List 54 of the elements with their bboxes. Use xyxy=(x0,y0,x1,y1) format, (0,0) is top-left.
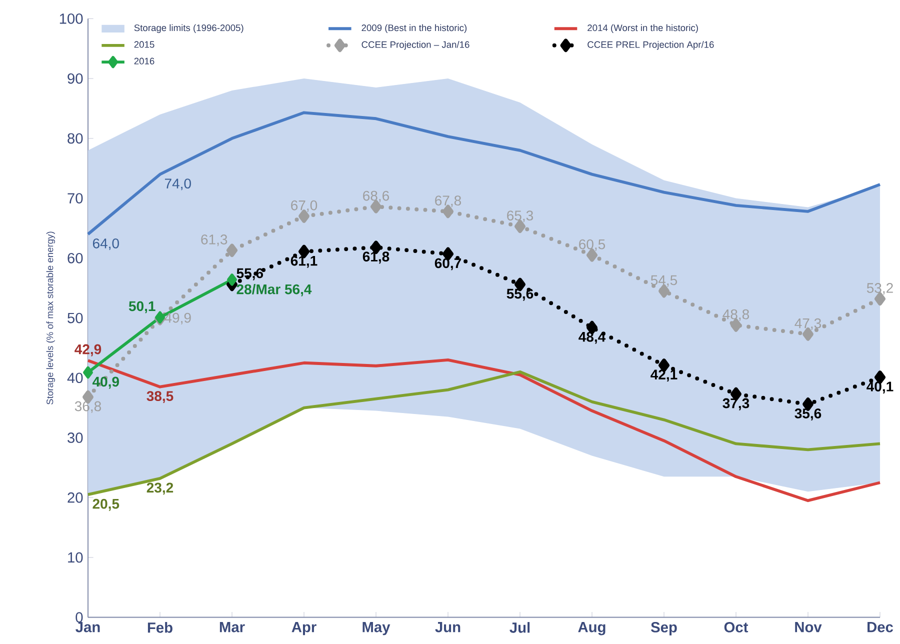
data-label: 40,1 xyxy=(866,382,894,394)
x-tick-label: Dec xyxy=(868,622,894,632)
legend-label: CCEE PREL Projection Apr/16 xyxy=(588,41,714,50)
data-label: 67,8 xyxy=(435,196,462,208)
x-tick-label: Jun xyxy=(435,622,460,632)
data-label: 42,9 xyxy=(74,344,102,356)
x-tick-label: Jul xyxy=(510,622,530,633)
legend-label: Storage limits (1996-2005) xyxy=(134,24,244,33)
data-label: 40,9 xyxy=(92,376,119,389)
x-tick-label: Nov xyxy=(795,622,822,632)
x-tick-label: Apr xyxy=(292,622,316,636)
y-tick-label: 10 xyxy=(68,552,83,563)
x-tick-label: Mar xyxy=(220,622,245,632)
legend-label: 2015 xyxy=(134,41,154,48)
y-tick-label: 30 xyxy=(68,432,83,443)
legend-label: 2014 (Worst in the historic) xyxy=(588,24,698,33)
y-axis-title: Storage levels (% of max storable energy) xyxy=(46,232,56,404)
y-tick-label: 0 xyxy=(76,612,83,623)
y-tick-label: 60 xyxy=(68,252,83,264)
data-label: 49,9 xyxy=(164,312,191,324)
data-label: 35,6 xyxy=(794,408,822,420)
data-label: 60,5 xyxy=(579,239,606,251)
y-tick-label: 20 xyxy=(68,492,83,503)
data-label: 61,3 xyxy=(201,234,228,246)
y-tick-label: 40 xyxy=(67,372,83,384)
x-tick-label: Feb xyxy=(148,622,172,633)
y-tick-label: 70 xyxy=(68,193,83,204)
legend-label: CCEE Projection – Jan/16 xyxy=(362,41,470,50)
y-tick-label: 80 xyxy=(68,133,83,144)
data-label: 68,6 xyxy=(363,190,390,202)
data-label: 64,0 xyxy=(92,238,119,250)
data-label: 50,1 xyxy=(128,301,156,314)
data-label: 74,0 xyxy=(164,178,191,190)
data-label: 48,8 xyxy=(722,309,750,321)
x-tick-label: May xyxy=(362,622,390,636)
y-tick-label: 90 xyxy=(68,73,83,84)
data-label: 65,3 xyxy=(507,210,534,222)
x-tick-label: Jan xyxy=(76,622,100,632)
data-label: 53,2 xyxy=(866,283,893,295)
legend-label: 2009 (Best in the historic) xyxy=(362,24,467,33)
data-label: 61,8 xyxy=(362,252,390,264)
x-tick-label: Oct xyxy=(724,622,748,632)
data-label: 47,3 xyxy=(794,318,822,330)
y-tick-label: 50 xyxy=(68,312,83,324)
data-label: 38,5 xyxy=(146,391,174,404)
x-tick-label: Sep xyxy=(650,622,677,636)
data-label: 20,5 xyxy=(92,498,120,511)
data-label: 67,0 xyxy=(291,200,318,212)
y-tick-label: 100 xyxy=(60,13,83,24)
legend-label: 2016 xyxy=(134,58,154,64)
data-label: 23,2 xyxy=(146,482,174,495)
x-tick-label: Aug xyxy=(578,622,606,636)
data-label: 28/Mar 56,4 xyxy=(236,284,312,296)
data-label: 54,5 xyxy=(650,275,678,287)
